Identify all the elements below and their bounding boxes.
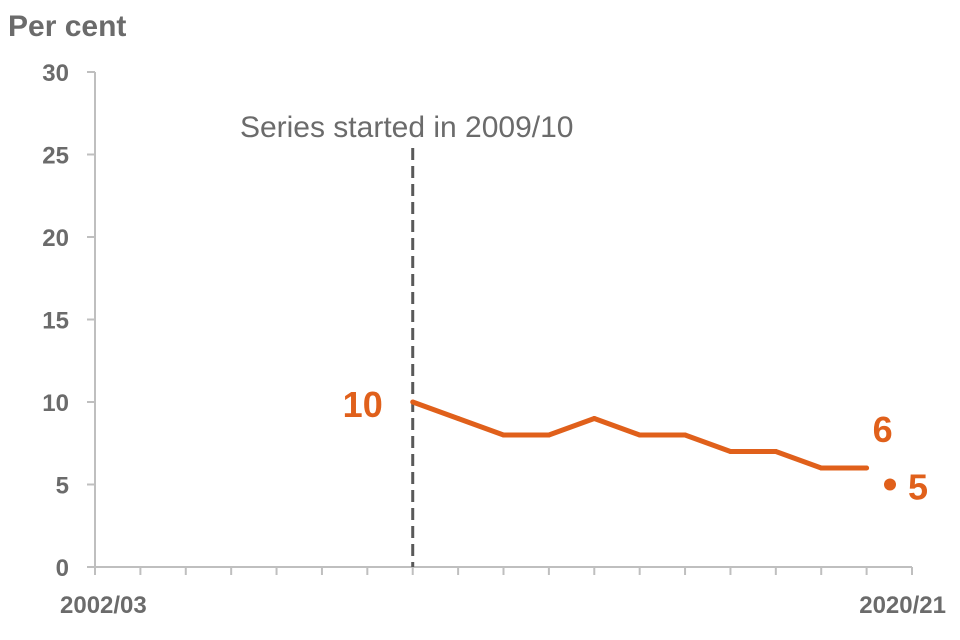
- data-point: [455, 416, 461, 421]
- data-point: [637, 432, 643, 438]
- series-start-label: Series started in 2009/10: [240, 111, 574, 144]
- data-point-2020-21: [884, 478, 896, 491]
- data-point: [591, 416, 597, 421]
- series-start-annotation: Series started in 2009/10: [240, 111, 574, 567]
- y-tick-label: 30: [42, 60, 69, 87]
- data-point: [864, 465, 870, 471]
- y-tick-label: 15: [42, 308, 69, 335]
- data-point: [501, 432, 506, 438]
- data-label-end-line: 6: [873, 409, 893, 450]
- y-tick-label: 10: [42, 390, 69, 417]
- x-tick-label-first: 2002/03: [60, 592, 147, 619]
- x-ticks: 2002/03 2020/21: [60, 567, 946, 619]
- data-point: [682, 432, 688, 438]
- y-tick-label: 25: [42, 143, 69, 170]
- data-label-point: 5: [908, 467, 928, 508]
- y-tick-label: 0: [56, 555, 69, 582]
- series-group: [410, 399, 896, 491]
- data-point: [727, 449, 733, 454]
- data-point: [410, 399, 416, 405]
- data-labels: 10 6 5: [343, 384, 928, 508]
- y-tick-label: 20: [42, 225, 69, 252]
- x-tick-label-last: 2020/21: [859, 592, 946, 619]
- data-point: [546, 432, 552, 438]
- y-ticks: 0 5 10 15 20 25 30: [42, 60, 95, 582]
- data-point: [773, 449, 779, 454]
- y-axis-title: Per cent: [8, 10, 126, 43]
- data-label-start: 10: [343, 384, 383, 425]
- y-tick-label: 5: [56, 473, 69, 500]
- data-point: [818, 465, 824, 471]
